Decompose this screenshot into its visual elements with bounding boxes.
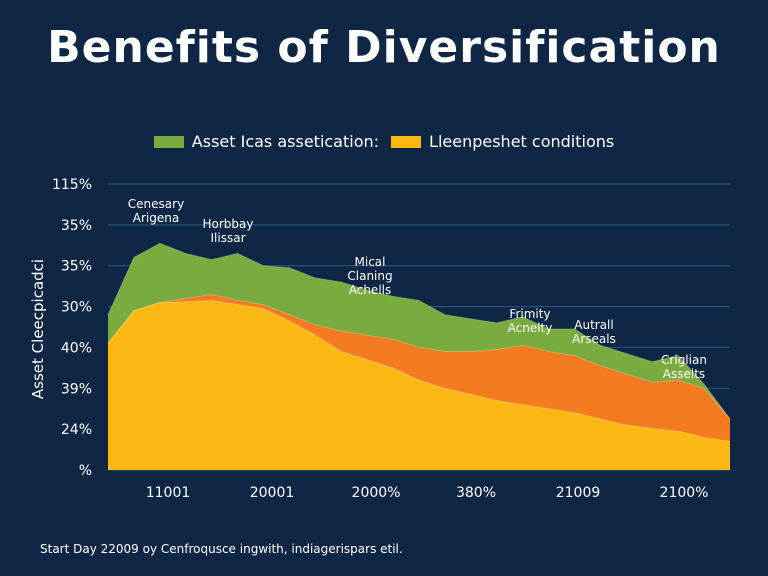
chart-title: Benefits of Diversification	[47, 22, 721, 73]
x-tick-label: 11001	[146, 485, 191, 501]
y-tick-label: 30%	[61, 300, 92, 316]
data-annotation: Mical	[355, 255, 386, 269]
data-annotation: Claning	[347, 269, 392, 283]
data-annotation: Ilissar	[211, 231, 246, 245]
legend-swatch-green	[153, 135, 184, 148]
x-tick-label: 2000%	[352, 485, 401, 501]
area-series-edge	[107, 242, 731, 420]
data-annotation: Horbbay	[203, 217, 254, 231]
data-annotation: Asselts	[663, 367, 705, 381]
y-tick-label: 115%	[52, 177, 92, 193]
data-annotation: Autrall	[574, 318, 613, 332]
legend-label-green: Asset Icas assetication:	[191, 132, 380, 151]
legend-label-yellow: Lleenpeshet conditions	[429, 132, 615, 151]
y-tick-label: 39%	[61, 381, 92, 397]
x-tick-label: 2100%	[660, 485, 709, 501]
y-tick-label: 35%	[61, 218, 92, 234]
y-tick-label: 40%	[61, 340, 92, 356]
x-tick-label: 21009	[556, 485, 601, 501]
x-tick-label: 20001	[250, 485, 295, 501]
area-series	[108, 300, 730, 470]
area-series-edge	[107, 299, 731, 442]
data-annotation: Frimity	[509, 307, 550, 321]
data-annotation: Acnelty	[508, 321, 553, 335]
y-tick-label: 35%	[61, 259, 92, 275]
y-tick-label: %	[79, 463, 92, 479]
y-tick-label: 24%	[61, 422, 92, 438]
data-annotation: Arigena	[133, 211, 179, 225]
data-annotation: Achells	[349, 283, 392, 297]
area-series-edge	[107, 293, 731, 420]
legend-item-green: Asset Icas assetication:	[153, 132, 380, 151]
data-annotation: Arseals	[572, 332, 616, 346]
data-annotation: Cenesary	[128, 197, 184, 211]
footer-note: Start Day 22009 oy Cenfroqusce ingwith, …	[40, 542, 403, 556]
legend-item-yellow: Lleenpeshet conditions	[391, 132, 614, 151]
x-tick-label: 380%	[456, 485, 496, 501]
chart-legend: Asset Icas assetication: Lleenpeshet con…	[0, 132, 768, 151]
legend-swatch-yellow	[391, 135, 422, 148]
data-annotation: Criglian	[661, 353, 707, 367]
